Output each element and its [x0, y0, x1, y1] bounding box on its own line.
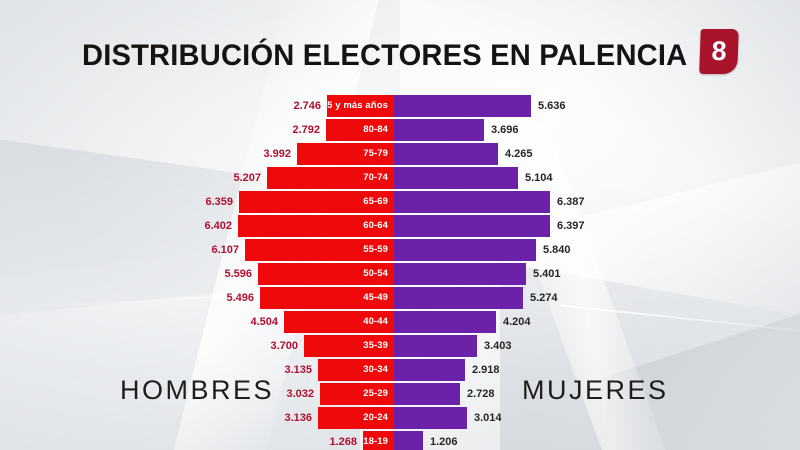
age-group-label: 70-74: [363, 172, 388, 183]
female-value-label: 5.274: [530, 292, 558, 304]
female-bar: [394, 119, 484, 141]
age-group-label: 55-59: [363, 244, 388, 255]
age-group-label: 65-69: [363, 196, 388, 207]
age-group-label: 30-34: [363, 364, 388, 375]
male-value-label: 2.746: [293, 100, 321, 112]
female-bar: [394, 263, 526, 285]
age-group-label: 20-24: [363, 412, 388, 423]
male-value-label: 6.402: [204, 220, 232, 232]
female-value-label: 6.397: [557, 220, 585, 232]
age-group-label: 75-79: [363, 148, 388, 159]
female-value-label: 3.403: [484, 340, 512, 352]
male-bar: [245, 239, 394, 261]
male-value-label: 3.136: [284, 412, 312, 424]
male-value-label: 2.792: [292, 124, 320, 136]
male-bar: [284, 311, 394, 333]
male-bar: [318, 359, 394, 381]
male-value-label: 6.359: [205, 196, 233, 208]
male-bar: [297, 143, 394, 165]
page-title: DISTRIBUCIÓN ELECTORES EN PALENCIA: [82, 39, 688, 72]
pyramid-row: 2.746 85 y más años 5.636: [0, 95, 800, 117]
male-value-label: 1.268: [329, 436, 357, 448]
pyramid-row: 3.136 20-24 3.014: [0, 407, 800, 429]
male-value-label: 3.032: [286, 388, 314, 400]
female-value-label: 4.204: [503, 316, 531, 328]
male-bar: [260, 287, 394, 309]
female-bar: [394, 239, 536, 261]
female-value-label: 6.387: [557, 196, 585, 208]
female-bar: [394, 359, 465, 381]
female-value-label: 2.728: [467, 388, 495, 400]
population-pyramid: 2.746 85 y más años 5.636 2.792 80-84 3.696 3.…: [0, 95, 800, 450]
female-value-label: 5.104: [525, 172, 553, 184]
female-value-label: 3.696: [491, 124, 519, 136]
header: DISTRIBUCIÓN ELECTORES EN PALENCIA 8: [0, 29, 800, 80]
pyramid-row: 3.032 25-29 2.728: [0, 383, 800, 405]
channel-8-logo-label: 8: [710, 36, 728, 66]
female-value-label: 2.918: [472, 364, 500, 376]
male-bar: [318, 407, 394, 429]
male-bar: [238, 215, 394, 237]
male-bar: [267, 167, 394, 189]
female-value-label: 5.840: [543, 244, 571, 256]
female-bar: [394, 95, 531, 117]
pyramid-row: 6.402 60-64 6.397: [0, 215, 800, 237]
pyramid-row: 3.992 75-79 4.265: [0, 143, 800, 165]
female-value-label: 5.401: [533, 268, 561, 280]
female-bar: [394, 287, 523, 309]
channel-8-logo: 8: [699, 29, 739, 74]
female-bar: [394, 335, 477, 357]
legend-hombres: HOMBRES: [120, 375, 275, 405]
pyramid-row: 3.700 35-39 3.403: [0, 335, 800, 357]
female-bar: [394, 407, 467, 429]
male-bar: [239, 191, 394, 213]
pyramid-row: 3.135 30-34 2.918: [0, 359, 800, 381]
pyramid-row: 5.596 50-54 5.401: [0, 263, 800, 285]
age-group-label: 80-84: [363, 124, 388, 135]
age-group-label: 25-29: [363, 388, 388, 399]
legend-mujeres: MUJERES: [522, 375, 669, 405]
pyramid-row: 6.107 55-59 5.840: [0, 239, 800, 261]
male-value-label: 3.700: [270, 340, 298, 352]
female-bar: [394, 431, 423, 450]
age-group-label: 50-54: [363, 268, 388, 279]
age-group-label: 18-19: [363, 436, 388, 447]
female-value-label: 3.014: [474, 412, 502, 424]
male-value-label: 5.207: [233, 172, 261, 184]
pyramid-row: 2.792 80-84 3.696: [0, 119, 800, 141]
pyramid-row: 4.504 40-44 4.204: [0, 311, 800, 333]
male-bar: [304, 335, 394, 357]
female-value-label: 4.265: [505, 148, 533, 160]
pyramid-row: 1.268 18-19 1.206: [0, 431, 800, 450]
female-bar: [394, 191, 550, 213]
male-bar: [326, 119, 394, 141]
female-value-label: 5.636: [538, 100, 566, 112]
female-bar: [394, 143, 498, 165]
age-group-label: 35-39: [363, 340, 388, 351]
male-value-label: 3.135: [284, 364, 312, 376]
age-group-label: 60-64: [363, 220, 388, 231]
female-bar: [394, 311, 496, 333]
male-value-label: 4.504: [250, 316, 278, 328]
female-bar: [394, 167, 518, 189]
age-group-label: 85 y más años: [321, 100, 388, 111]
pyramid-row: 5.496 45-49 5.274: [0, 287, 800, 309]
pyramid-row: 5.207 70-74 5.104: [0, 167, 800, 189]
pyramid-row: 6.359 65-69 6.387: [0, 191, 800, 213]
male-bar: [258, 263, 394, 285]
female-value-label: 1.206: [430, 436, 458, 448]
male-bar: [363, 431, 394, 450]
male-value-label: 3.992: [263, 148, 291, 160]
male-value-label: 5.596: [224, 268, 252, 280]
age-group-label: 45-49: [363, 292, 388, 303]
female-bar: [394, 215, 550, 237]
female-bar: [394, 383, 460, 405]
age-group-label: 40-44: [363, 316, 388, 327]
male-bar: [320, 383, 394, 405]
male-value-label: 6.107: [211, 244, 239, 256]
male-value-label: 5.496: [226, 292, 254, 304]
male-bar: [327, 95, 394, 117]
